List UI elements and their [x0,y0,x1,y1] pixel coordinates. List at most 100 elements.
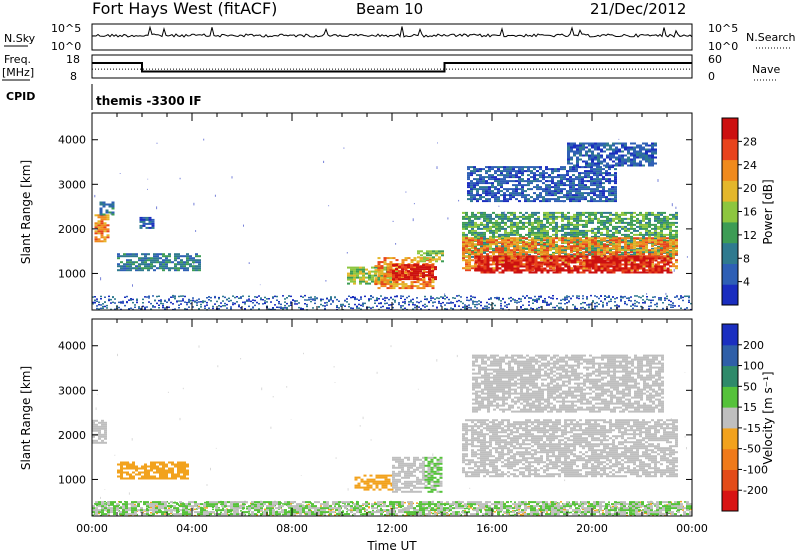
power-data-cell [477,237,480,240]
power-data-cell [501,237,504,240]
power-data-cell [575,168,578,171]
power-data-cell [575,184,578,187]
power-data-cell [531,243,534,246]
power-data-cell [587,188,590,191]
power-noise-cell [134,306,136,308]
power-noise-cell [120,301,122,303]
power-data-cell [522,245,525,248]
power-data-cell [528,255,532,258]
power-data-cell [512,176,515,179]
power-data-cell [621,213,624,216]
power-data-cell [498,215,501,218]
power-data-cell [585,229,588,232]
power-data-cell [627,233,630,236]
power-data-cell [480,223,483,226]
power-data-cell [612,257,616,260]
power-data-cell [642,213,645,216]
power-data-cell [491,178,494,181]
power-data-cell [642,243,645,246]
power-data-cell [404,266,407,269]
power-data-cell [611,186,614,189]
power-data-cell [428,257,432,260]
power-data-cell [570,269,574,272]
power-data-cell [513,233,516,236]
power-noise-cell [516,300,518,302]
power-data-cell [564,255,568,258]
power-noise-cell [640,305,642,308]
power-data-cell [516,217,519,220]
power-data-cell [99,207,103,210]
power-data-cell [530,188,533,191]
power-data-cell [513,237,516,240]
power-noise-cell [526,295,528,297]
power-noise-cell [286,302,288,305]
power-data-cell [597,255,601,258]
power-data-cell [536,198,539,201]
power-noise-cell [324,307,326,310]
power-data-cell [639,221,642,224]
power-noise-cell [436,307,438,309]
power-data-cell [386,267,390,270]
power-data-cell [657,221,660,224]
power-data-cell [465,221,468,224]
power-data-cell [614,192,617,195]
power-data-cell [534,251,537,254]
power-data-cell [666,237,669,240]
power-data-cell [106,236,110,239]
power-data-cell [588,247,591,250]
power-data-cell [465,223,468,226]
power-data-cell [506,168,509,171]
power-data-cell [579,233,582,236]
power-data-cell [608,174,611,177]
power-data-cell [530,166,533,169]
power-noise-cell [424,303,426,306]
power-data-cell [675,221,678,224]
power-data-cell [599,168,602,171]
power-noise-cell [110,308,112,311]
power-data-cell [488,194,491,197]
power-data-cell [590,188,593,191]
power-noise-cell [338,307,340,309]
power-data-cell [561,245,564,248]
power-noise-cell [540,306,542,308]
power-data-cell [548,190,551,193]
power-data-cell [162,267,165,270]
power-data-cell [480,249,483,252]
power-data-cell [606,259,609,262]
power-data-cell [639,241,642,244]
power-noise-cell [512,298,514,301]
power-data-cell [468,249,471,252]
power-data-cell [471,253,474,256]
power-noise-cell [536,301,538,303]
power-data-cell [519,239,522,242]
power-data-cell [543,261,547,264]
power-data-cell [462,239,465,242]
power-data-cell [624,247,627,250]
power-noise-cell [650,299,652,302]
power-data-cell [477,249,480,252]
power-data-cell [654,243,657,246]
power-noise-cell [119,173,121,174]
power-data-cell [422,266,425,269]
power-data-cell [573,245,576,248]
power-data-cell [483,213,486,216]
power-noise-cell [412,218,414,222]
power-noise-cell [622,296,624,298]
power-data-cell [606,267,610,270]
power-data-cell [669,255,672,258]
power-data-cell [488,200,491,203]
power-data-cell [618,269,622,272]
power-data-cell [564,235,567,238]
power-data-cell [546,247,549,250]
power-data-cell [423,260,426,263]
power-data-cell [570,241,573,244]
power-data-cell [536,196,539,199]
power-data-cell [569,176,572,179]
nsearch-tick-top: 10^5 [708,22,738,35]
power-data-cell [594,263,598,266]
power-data-cell [507,241,510,244]
power-noise-cell [416,301,418,303]
power-noise-cell [472,303,474,305]
power-data-cell [573,243,576,246]
power-data-cell [566,198,569,201]
